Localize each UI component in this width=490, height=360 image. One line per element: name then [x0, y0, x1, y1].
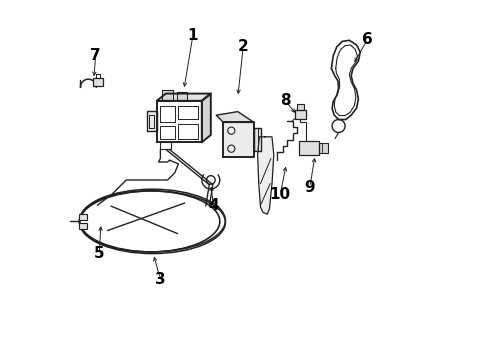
Text: 10: 10	[270, 187, 291, 202]
Text: 9: 9	[304, 180, 315, 195]
Text: 7: 7	[90, 48, 101, 63]
Polygon shape	[162, 90, 173, 101]
Polygon shape	[297, 104, 304, 110]
Polygon shape	[157, 101, 202, 142]
Text: 1: 1	[188, 28, 198, 44]
Polygon shape	[202, 94, 211, 142]
Bar	[79, 214, 87, 220]
Text: 5: 5	[94, 246, 104, 261]
Polygon shape	[254, 128, 261, 151]
Polygon shape	[216, 112, 254, 122]
Text: 4: 4	[208, 198, 219, 213]
Polygon shape	[157, 94, 211, 101]
Polygon shape	[319, 143, 328, 153]
Polygon shape	[299, 141, 319, 155]
Text: 3: 3	[155, 271, 166, 287]
Polygon shape	[294, 110, 306, 119]
Polygon shape	[223, 122, 254, 157]
Text: 6: 6	[362, 32, 373, 47]
Polygon shape	[258, 137, 274, 214]
Bar	[93, 78, 103, 86]
Polygon shape	[147, 111, 157, 131]
Polygon shape	[176, 92, 187, 101]
Text: 2: 2	[238, 39, 248, 54]
Bar	[79, 223, 87, 229]
Text: 8: 8	[280, 93, 291, 108]
